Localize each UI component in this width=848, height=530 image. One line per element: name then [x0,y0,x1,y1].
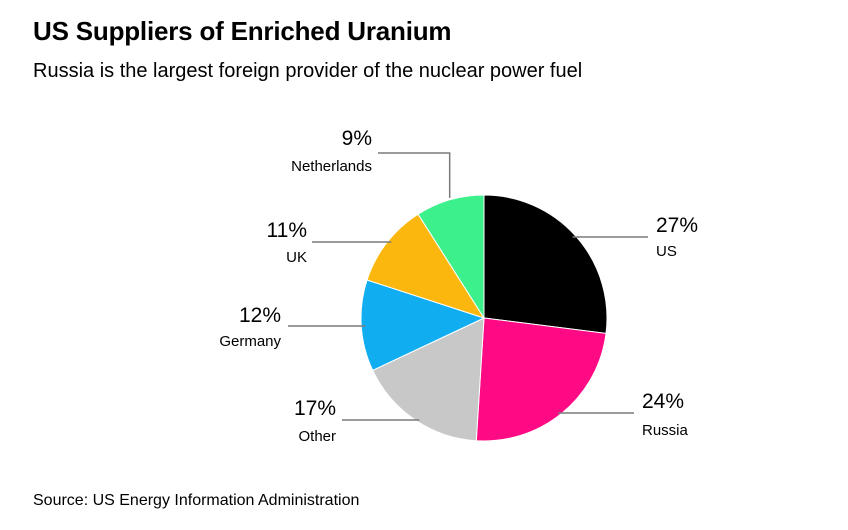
slice-percent-germany: 12% [239,304,281,327]
slice-percent-russia: 24% [642,390,684,413]
chart-subtitle: Russia is the largest foreign provider o… [33,60,583,82]
chart-title: US Suppliers of Enriched Uranium [33,16,452,46]
slice-name-uk: UK [286,249,307,266]
pie-slice-russia [475,317,607,442]
slice-name-other: Other [298,428,336,445]
slice-percent-uk: 11% [267,219,307,242]
slice-name-us: US [656,243,677,260]
pie-slices [360,194,608,442]
pie-slice-us [483,194,608,334]
slice-percent-other: 17% [294,397,336,420]
slice-name-germany: Germany [219,333,281,350]
pie-slice-netherlands [417,194,485,320]
slice-name-netherlands: Netherlands [291,158,372,175]
slice-labels: 27% US 24% Russia 17% Other 12% Germany 11% UK 9% N… [219,127,698,445]
slice-percent-netherlands: 9% [342,127,372,150]
leader-line-netherlands [378,152,451,198]
slice-name-russia: Russia [642,422,689,439]
source-note: Source: US Energy Information Administra… [33,492,360,509]
slice-percent-us: 27% [656,214,698,237]
leader-lines [288,152,648,421]
